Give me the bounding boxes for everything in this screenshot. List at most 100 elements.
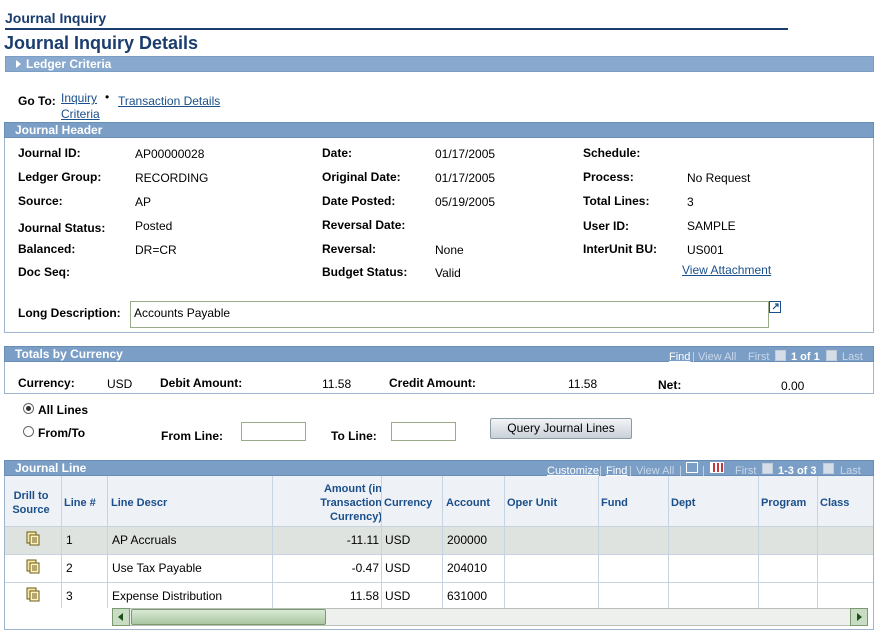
- user-id-label: User ID:: [583, 219, 630, 233]
- ledger-criteria-label[interactable]: Ledger Criteria: [26, 57, 112, 71]
- reversal-label: Reversal:: [322, 242, 377, 256]
- col-separator: [442, 476, 443, 608]
- inquiry-criteria-link-line1[interactable]: Inquiry: [61, 91, 98, 105]
- col-drill-to-source-line2: Source: [12, 504, 50, 516]
- grid-view-all: View All: [636, 465, 675, 477]
- totals-nav-separator: |: [692, 351, 695, 363]
- expand-textbox-icon[interactable]: [769, 301, 781, 313]
- grid-nav-separator-4: |: [702, 465, 705, 477]
- grid-next-arrow-icon: [823, 463, 834, 474]
- credit-amount-label: Credit Amount:: [389, 376, 476, 390]
- scroll-right-arrow-icon: [857, 613, 862, 621]
- col-line-descr: Line Descr: [111, 497, 168, 509]
- col-separator: [504, 476, 505, 608]
- journal-line-title-text: Journal Line: [15, 461, 87, 475]
- totals-title: Totals by Currency: [4, 346, 874, 362]
- col-amount-line2: Transaction: [320, 497, 382, 509]
- scroll-left-arrow-icon: [118, 613, 123, 621]
- doc-seq-label: Doc Seq:: [18, 265, 71, 279]
- date-value: 01/17/2005: [435, 147, 496, 161]
- journal-id-label: Journal ID:: [18, 146, 81, 160]
- currency-cell: USD: [385, 589, 411, 603]
- long-description-field[interactable]: Accounts Payable: [130, 301, 769, 328]
- col-separator: [758, 476, 759, 608]
- table-row[interactable]: [5, 582, 873, 608]
- to-line-input[interactable]: [391, 422, 456, 441]
- amount-cell: -0.47: [351, 561, 379, 575]
- col-separator: [817, 476, 818, 608]
- amount-cell: -11.11: [346, 533, 379, 547]
- long-description-label: Long Description:: [18, 306, 121, 320]
- view-attachment-link[interactable]: View Attachment: [682, 263, 772, 277]
- original-date-value: 01/17/2005: [435, 171, 496, 185]
- grid-find-link[interactable]: Find: [606, 465, 628, 477]
- transaction-details-link[interactable]: Transaction Details: [118, 94, 221, 108]
- col-separator: [272, 476, 273, 608]
- query-journal-lines-button[interactable]: Query Journal Lines: [490, 418, 632, 439]
- totals-find-link[interactable]: Find: [669, 351, 691, 363]
- totals-next-arrow-icon: [826, 350, 837, 361]
- drill-to-source-icon[interactable]: [26, 531, 40, 546]
- col-class: Class: [820, 497, 850, 509]
- user-id-value: SAMPLE: [687, 219, 736, 233]
- journal-id-value: AP00000028: [135, 147, 205, 161]
- to-line-label: To Line:: [331, 429, 377, 443]
- totals-prev-arrow-icon: [775, 350, 786, 361]
- download-grid-icon[interactable]: [710, 462, 724, 473]
- totals-first: First: [748, 351, 770, 363]
- col-drill-to-source: Drill to Source: [6, 489, 56, 517]
- col-account: Account: [446, 497, 490, 509]
- col-line-number: Line #: [64, 497, 96, 509]
- grid-nav-separator-1: |: [599, 465, 602, 477]
- inquiry-criteria-link[interactable]: Inquiry Criteria: [61, 90, 100, 122]
- original-date-label: Original Date:: [322, 170, 401, 184]
- budget-status-value: Valid: [435, 266, 461, 280]
- totals-view-all: View All: [698, 351, 737, 363]
- line-descr-cell: Use Tax Payable: [112, 561, 202, 575]
- new-window-icon[interactable]: [686, 462, 698, 473]
- debit-amount-label: Debit Amount:: [160, 376, 243, 390]
- all-lines-label[interactable]: All Lines: [38, 403, 89, 417]
- scroll-right-button[interactable]: [850, 608, 868, 626]
- line-number-cell: 3: [66, 589, 73, 603]
- customize-link[interactable]: Customize: [547, 465, 599, 477]
- col-amount-line1: Amount (in: [323, 483, 382, 495]
- inquiry-criteria-link-line2[interactable]: Criteria: [61, 107, 100, 121]
- source-value: AP: [135, 195, 152, 209]
- line-number-cell: 1: [66, 533, 73, 547]
- drill-to-source-icon[interactable]: [26, 559, 40, 574]
- page-title: Journal Inquiry Details: [4, 33, 199, 53]
- drill-to-source-icon[interactable]: [26, 587, 40, 602]
- expand-arrow-icon[interactable]: [16, 60, 21, 68]
- goto-bullet: •: [105, 90, 110, 104]
- from-to-radio[interactable]: [23, 426, 34, 437]
- grid-prev-arrow-icon: [762, 463, 773, 474]
- col-fund: Fund: [601, 497, 628, 509]
- from-line-input[interactable]: [241, 422, 306, 441]
- all-lines-radio[interactable]: [23, 403, 34, 414]
- col-separator: [61, 476, 62, 608]
- totals-page-count: 1 of 1: [791, 351, 820, 363]
- table-row[interactable]: [5, 526, 873, 554]
- currency-cell: USD: [385, 533, 411, 547]
- date-label: Date:: [322, 146, 353, 160]
- scroll-left-button[interactable]: [112, 608, 130, 626]
- col-amount-line3: Currency): [330, 511, 382, 523]
- source-label: Source:: [18, 194, 63, 208]
- ledger-criteria-bar[interactable]: Ledger Criteria: [5, 56, 874, 72]
- col-program: Program: [761, 497, 807, 509]
- interunit-label: InterUnit BU:: [583, 242, 657, 256]
- from-to-label[interactable]: From/To: [38, 426, 86, 440]
- table-row[interactable]: [5, 554, 873, 582]
- grid-header-row: [5, 476, 873, 526]
- col-oper-unit: Oper Unit: [507, 497, 558, 509]
- balanced-value: DR=CR: [135, 243, 177, 257]
- net-label: Net:: [658, 378, 682, 392]
- col-separator: [381, 476, 382, 608]
- goto-label: Go To:: [18, 94, 56, 108]
- balanced-label: Balanced:: [18, 242, 76, 256]
- col-amount: Amount (in Transaction Currency): [300, 482, 382, 524]
- scroll-thumb[interactable]: [131, 609, 326, 625]
- currency-value: USD: [107, 377, 133, 391]
- ledger-group-label: Ledger Group:: [18, 170, 102, 184]
